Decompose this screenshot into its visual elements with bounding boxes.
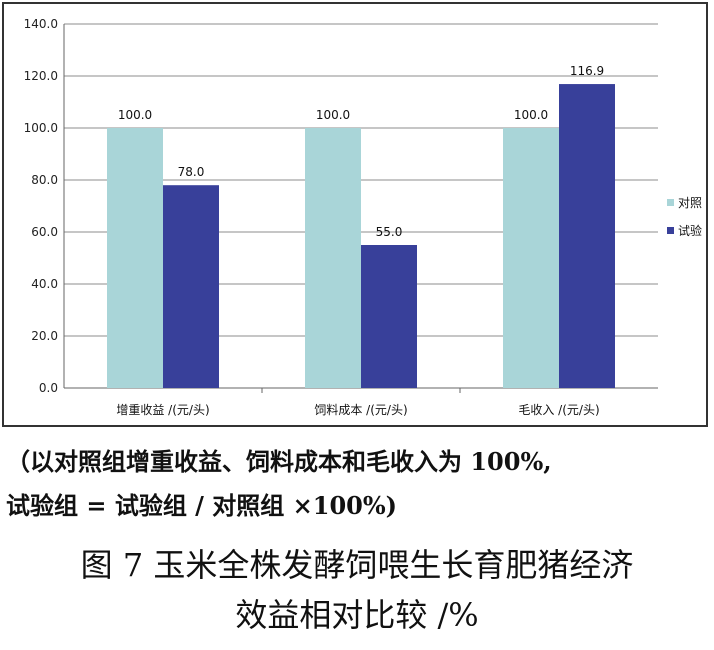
category-label: 毛收入 /(元/头) [518, 403, 599, 417]
caption-line-1: 图 7 玉米全株发酵饲喂生长育肥猪经济 [80, 546, 634, 584]
data-label: 55.0 [376, 225, 403, 239]
y-tick-label: 40.0 [31, 277, 58, 291]
legend-swatch [667, 227, 674, 234]
data-label: 78.0 [178, 165, 205, 179]
bar-control [503, 128, 559, 388]
bar-trial [361, 245, 417, 388]
bar-chart: 0.0 20.0 40.0 60.0 80.0 100.0 120.0 140.0 100.0 7… [24, 17, 702, 417]
y-tick-label: 120.0 [24, 69, 58, 83]
figure-caption: 图 7 玉米全株发酵饲喂生长育肥猪经济 效益相对比较 /% [0, 540, 714, 640]
chart-note: （以对照组增重收益、饲料成本和毛收入为 100%, 试验组 = 试验组 / 对照… [6, 440, 706, 528]
caption-line-2: 效益相对比较 /% [235, 596, 479, 634]
category-label: 饲料成本 /(元/头) [314, 403, 407, 417]
data-label: 116.9 [570, 64, 604, 78]
bar-control [305, 128, 361, 388]
data-label: 100.0 [316, 108, 350, 122]
note-line-1: （以对照组增重收益、饲料成本和毛收入为 100%, [6, 447, 552, 476]
y-tick-label: 100.0 [24, 121, 58, 135]
bar-trial [559, 84, 615, 388]
legend-label: 对照 [678, 196, 702, 210]
legend-swatch [667, 199, 674, 206]
bar-control [107, 128, 163, 388]
data-label: 100.0 [514, 108, 548, 122]
note-line-2: 试验组 = 试验组 / 对照组 ×100%) [6, 491, 398, 520]
y-tick-label: 20.0 [31, 329, 58, 343]
bar-trial [163, 185, 219, 388]
y-tick-label: 0.0 [39, 381, 58, 395]
y-tick-label: 140.0 [24, 17, 58, 31]
y-tick-label: 60.0 [31, 225, 58, 239]
category-label: 增重收益 /(元/头) [116, 403, 209, 417]
chart-frame: 0.0 20.0 40.0 60.0 80.0 100.0 120.0 140.0 100.0 7… [2, 2, 708, 427]
data-label: 100.0 [118, 108, 152, 122]
legend-label: 试验 [678, 223, 702, 238]
y-tick-label: 80.0 [31, 173, 58, 187]
